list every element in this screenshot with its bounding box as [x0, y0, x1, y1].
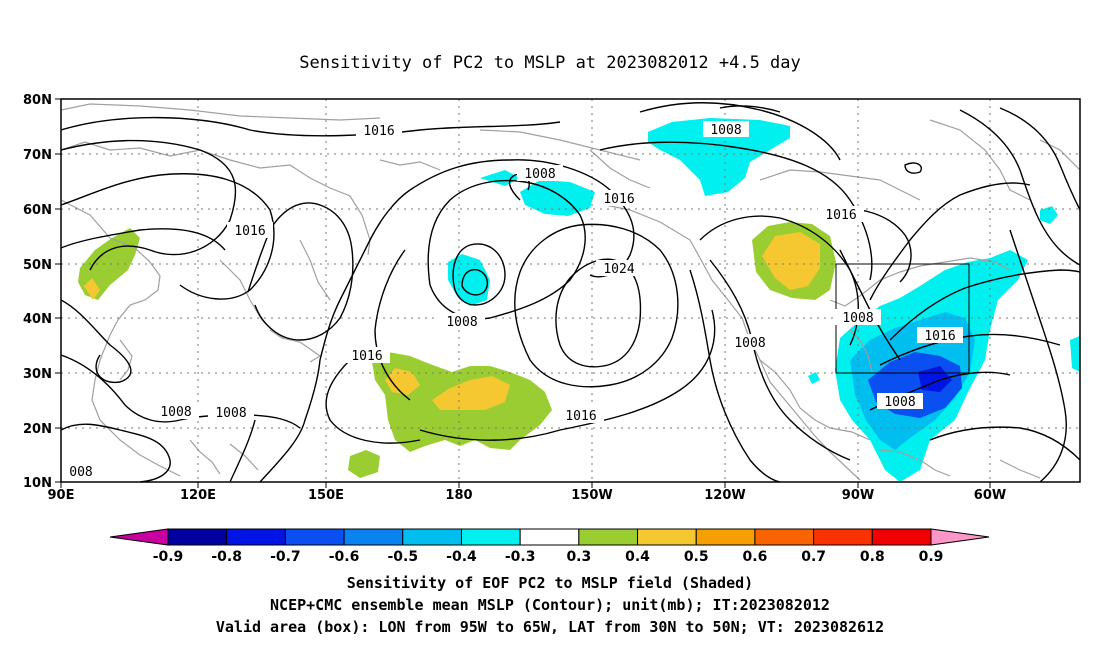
negative-region-east: [1040, 206, 1058, 224]
colorbar-high-arrow: [930, 528, 990, 546]
colorbar-cell: [167, 528, 228, 546]
colorbar-cell: [754, 528, 815, 546]
colorbar-cell: [402, 528, 462, 546]
caption-line: Valid area (box): LON from 95W to 65W, L…: [216, 618, 884, 636]
contour-label: 1016: [825, 208, 856, 223]
sensitivity-shading: [78, 118, 1080, 482]
lon-axis-labels: 90E 120E 150E 180 150W 120W 90W 60W: [48, 488, 1007, 503]
colorbar-label: -0.8: [211, 549, 242, 565]
lon-label: 150W: [571, 488, 612, 503]
colorbar-cell: [284, 528, 345, 546]
lat-label: 30N: [23, 367, 52, 382]
contour-label: 1016: [234, 224, 265, 239]
colorbar-cell: [637, 528, 697, 546]
lat-label: 50N: [23, 258, 52, 273]
colorbar-cell: [871, 528, 932, 546]
colorbar-cell: [578, 528, 639, 546]
contour-label: 1016: [924, 329, 955, 344]
colorbar-label: 0.9: [919, 549, 944, 565]
negative-region-bering: [520, 180, 595, 216]
lon-label: 120E: [180, 488, 216, 503]
colorbar-label: -0.5: [387, 549, 418, 565]
contour-label: 1008: [710, 123, 741, 138]
colorbar: -0.9 -0.8 -0.7 -0.6 -0.5 -0.4 -0.3 0.3 0.4 0.5 0.6…: [109, 528, 990, 565]
negative-region-east-2: [1070, 336, 1080, 372]
lat-label: 20N: [23, 422, 52, 437]
contour-label: 1008: [524, 167, 555, 182]
lon-label: 120W: [704, 488, 745, 503]
lon-label: 90E: [48, 488, 75, 503]
colorbar-cell: [519, 528, 580, 546]
colorbar-cell: [226, 528, 286, 546]
lat-label: 80N: [23, 93, 52, 108]
contour-label: 1008: [734, 336, 765, 351]
contour-label: 1008: [842, 311, 873, 326]
colorbar-label: 0.8: [860, 549, 885, 565]
colorbar-label: 0.7: [801, 549, 826, 565]
lat-label: 10N: [23, 476, 52, 491]
lat-label: 70N: [23, 148, 52, 163]
colorbar-label: -0.9: [153, 549, 184, 565]
caption-line: NCEP+CMC ensemble mean MSLP (Contour); u…: [270, 596, 830, 614]
colorbar-label: -0.7: [270, 549, 301, 565]
contour-label: 1008: [215, 406, 246, 421]
axis-ticks: [55, 98, 991, 488]
colorbar-cells: [167, 528, 932, 546]
contour-label: 1016: [363, 124, 394, 139]
colorbar-low-arrow: [109, 528, 169, 546]
contour-label: 1016: [565, 409, 596, 424]
contour-label: 1016: [603, 192, 634, 207]
captions: Sensitivity of EOF PC2 to MSLP field (Sh…: [216, 574, 884, 636]
colorbar-label: 0.5: [684, 549, 709, 565]
lat-axis-labels: 80N 70N 60N 50N 40N 30N 20N 10N: [23, 93, 52, 491]
colorbar-label: 0.6: [743, 549, 768, 565]
coastlines: [61, 103, 1080, 481]
negative-patch-west: [808, 372, 820, 384]
positive-patch-small: [348, 450, 380, 478]
colorbar-label: -0.4: [446, 549, 477, 565]
contour-label: 1008: [446, 315, 477, 330]
positive-core-asia: [84, 278, 100, 300]
contour-label: 008: [69, 465, 92, 480]
negative-region-arctic: [648, 118, 790, 196]
lat-label: 60N: [23, 203, 52, 218]
map-panel: 1016 1008 1016 1016 1016 1024 1008 1016 …: [23, 93, 1081, 503]
contour-label: 1008: [884, 395, 915, 410]
contour-label-group: 1016 1008 1016 1016 1016 1024 1008 1016 …: [64, 121, 963, 480]
lon-label: 180: [445, 488, 472, 503]
caption-line: Sensitivity of EOF PC2 to MSLP field (Sh…: [347, 574, 753, 592]
map-title: Sensitivity of PC2 to MSLP at 2023082012…: [299, 53, 801, 73]
lon-label: 150E: [308, 488, 344, 503]
lat-lon-grid: [61, 99, 1080, 482]
map-frame: [60, 98, 1081, 483]
contour-label: 1024: [603, 262, 634, 277]
lat-label: 40N: [23, 312, 52, 327]
contour-label: 1016: [351, 349, 382, 364]
positive-core-america: [762, 232, 820, 290]
lon-label: 90W: [842, 488, 874, 503]
colorbar-cell: [343, 528, 404, 546]
colorbar-label: -0.3: [505, 549, 536, 565]
colorbar-cell: [460, 528, 521, 546]
contour-label: 1008: [160, 405, 191, 420]
lon-label: 60W: [974, 488, 1006, 503]
positive-core-pacific-2: [432, 376, 510, 410]
colorbar-label: 0.3: [566, 549, 591, 565]
colorbar-labels: -0.9 -0.8 -0.7 -0.6 -0.5 -0.4 -0.3 0.3 0.4 0.5 0.6…: [153, 549, 944, 565]
colorbar-cell: [695, 528, 756, 546]
positive-core-pacific-1: [385, 368, 420, 395]
colorbar-label: -0.6: [329, 549, 360, 565]
colorbar-cell: [813, 528, 873, 546]
colorbar-label: 0.4: [625, 549, 650, 565]
